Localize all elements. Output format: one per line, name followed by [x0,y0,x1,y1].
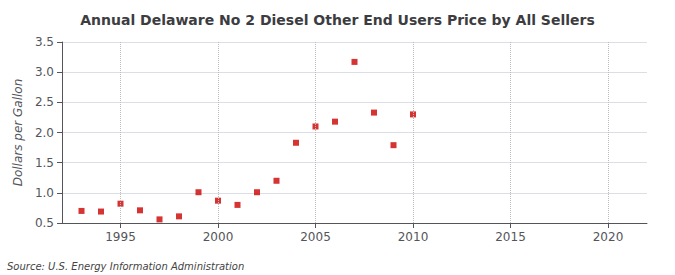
svg-text:Source: U.S. Energy Informatio: Source: U.S. Energy Information Administ… [7,261,244,272]
svg-text:2020: 2020 [593,230,624,244]
svg-text:1.5: 1.5 [35,156,54,170]
svg-text:2.5: 2.5 [35,95,54,109]
svg-text:2010: 2010 [398,230,429,244]
svg-text:0.5: 0.5 [35,216,54,230]
svg-text:2000: 2000 [203,230,234,244]
svg-text:2015: 2015 [495,230,526,244]
svg-text:2.0: 2.0 [35,126,54,140]
svg-text:3.5: 3.5 [35,35,54,49]
svg-text:3.0: 3.0 [35,65,54,79]
svg-text:Annual Delaware No 2 Diesel Ot: Annual Delaware No 2 Diesel Other End Us… [80,12,595,28]
svg-text:2005: 2005 [300,230,331,244]
svg-text:1995: 1995 [105,230,136,244]
svg-text:1.0: 1.0 [35,186,54,200]
svg-text:Dollars per Gallon: Dollars per Gallon [11,79,25,187]
